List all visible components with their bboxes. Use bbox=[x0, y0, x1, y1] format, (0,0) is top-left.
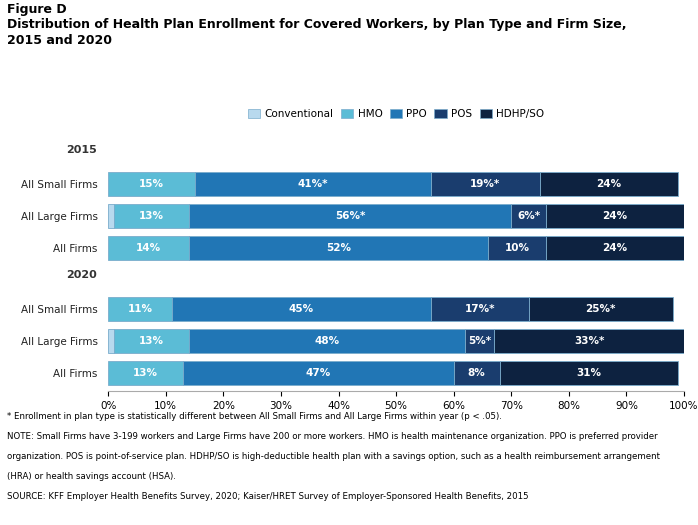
Bar bbox=[431, 297, 528, 321]
Text: 13%: 13% bbox=[139, 211, 164, 221]
Text: 33%*: 33%* bbox=[574, 336, 604, 346]
Text: (HRA) or health savings account (HSA).: (HRA) or health savings account (HSA). bbox=[7, 472, 176, 481]
Text: 10%: 10% bbox=[505, 243, 530, 253]
Bar bbox=[108, 236, 188, 260]
Text: 47%: 47% bbox=[306, 368, 331, 378]
Bar bbox=[195, 172, 431, 196]
Text: 14%: 14% bbox=[136, 243, 161, 253]
Legend: Conventional, HMO, PPO, POS, HDHP/SO: Conventional, HMO, PPO, POS, HDHP/SO bbox=[244, 105, 549, 123]
Bar bbox=[108, 204, 114, 228]
Bar bbox=[188, 204, 511, 228]
Text: 2015 and 2020: 2015 and 2020 bbox=[7, 34, 112, 47]
Text: 31%: 31% bbox=[577, 368, 602, 378]
Text: Figure D: Figure D bbox=[7, 3, 66, 16]
Bar bbox=[494, 329, 684, 353]
Bar bbox=[500, 361, 678, 385]
Text: 2015: 2015 bbox=[66, 145, 96, 155]
Text: 45%: 45% bbox=[288, 304, 313, 314]
Text: 13%: 13% bbox=[139, 336, 164, 346]
Text: 24%: 24% bbox=[602, 243, 628, 253]
Text: 19%*: 19%* bbox=[470, 179, 500, 189]
Text: 13%: 13% bbox=[133, 368, 158, 378]
Text: SOURCE: KFF Employer Health Benefits Survey, 2020; Kaiser/HRET Survey of Employe: SOURCE: KFF Employer Health Benefits Sur… bbox=[7, 492, 528, 501]
Bar bbox=[465, 329, 494, 353]
Bar bbox=[188, 236, 488, 260]
Bar bbox=[108, 297, 172, 321]
Text: 48%: 48% bbox=[315, 336, 339, 346]
Text: 56%*: 56%* bbox=[335, 211, 365, 221]
Text: 24%: 24% bbox=[597, 179, 622, 189]
Bar bbox=[172, 297, 431, 321]
Bar bbox=[528, 297, 672, 321]
Text: 2020: 2020 bbox=[66, 270, 96, 280]
Bar bbox=[188, 329, 465, 353]
Text: 25%*: 25%* bbox=[586, 304, 616, 314]
Text: 5%*: 5%* bbox=[468, 336, 491, 346]
Bar bbox=[454, 361, 500, 385]
Bar bbox=[183, 361, 454, 385]
Text: 24%: 24% bbox=[602, 211, 628, 221]
Bar bbox=[511, 204, 546, 228]
Bar bbox=[546, 204, 684, 228]
Text: * Enrollment in plan type is statistically different between All Small Firms and: * Enrollment in plan type is statistical… bbox=[7, 412, 502, 421]
Text: 52%: 52% bbox=[326, 243, 351, 253]
Text: 8%: 8% bbox=[468, 368, 486, 378]
Bar bbox=[108, 329, 114, 353]
Text: NOTE: Small Firms have 3-199 workers and Large Firms have 200 or more workers. H: NOTE: Small Firms have 3-199 workers and… bbox=[7, 432, 658, 441]
Bar bbox=[114, 204, 188, 228]
Text: 15%: 15% bbox=[139, 179, 164, 189]
Text: 41%*: 41%* bbox=[297, 179, 328, 189]
Bar bbox=[108, 172, 195, 196]
Text: 17%*: 17%* bbox=[464, 304, 495, 314]
Text: Distribution of Health Plan Enrollment for Covered Workers, by Plan Type and Fir: Distribution of Health Plan Enrollment f… bbox=[7, 18, 627, 31]
Bar bbox=[540, 172, 678, 196]
Text: 11%: 11% bbox=[127, 304, 152, 314]
Bar bbox=[546, 236, 684, 260]
Text: organization. POS is point-of-service plan. HDHP/SO is high-deductible health pl: organization. POS is point-of-service pl… bbox=[7, 452, 660, 461]
Bar bbox=[488, 236, 546, 260]
Bar bbox=[431, 172, 540, 196]
Bar bbox=[108, 361, 183, 385]
Bar bbox=[114, 329, 188, 353]
Text: 6%*: 6%* bbox=[517, 211, 540, 221]
